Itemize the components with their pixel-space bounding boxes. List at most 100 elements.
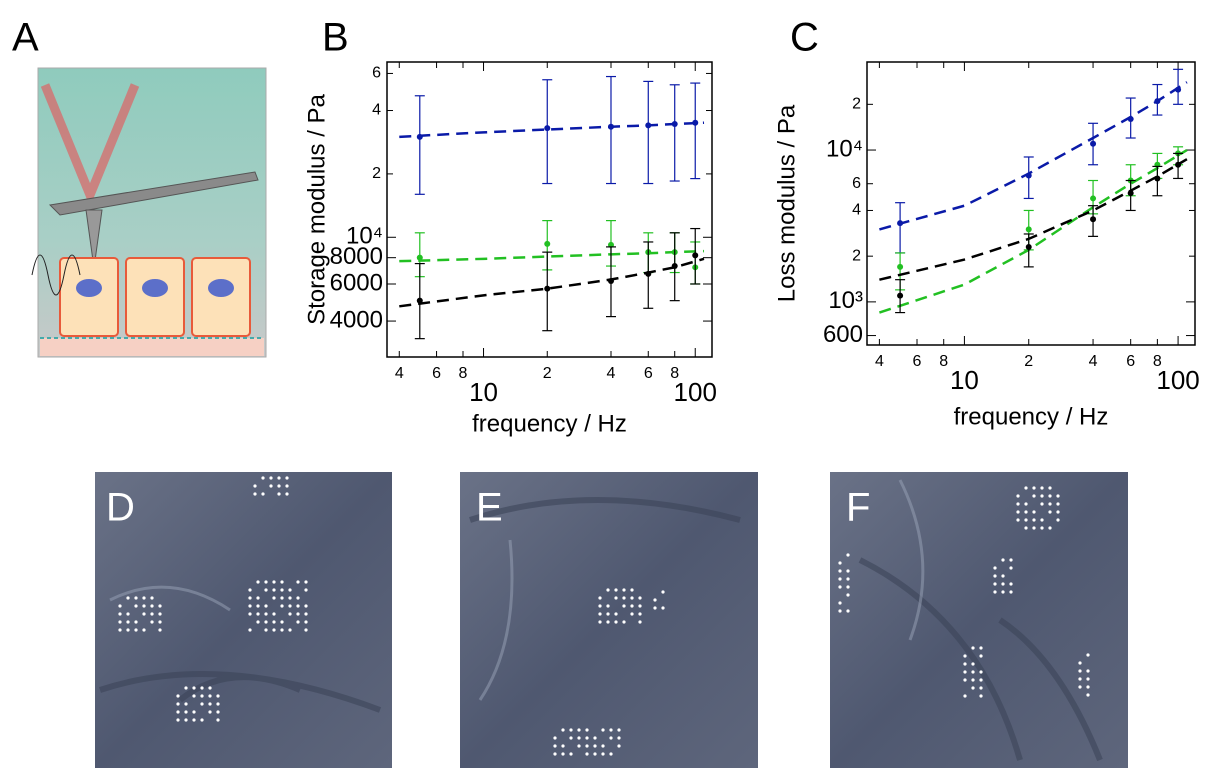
dot [593,744,597,748]
dot [280,588,284,592]
dot [585,736,589,740]
dot [622,620,626,624]
plot-frame [386,61,713,358]
dot [979,694,983,698]
dot [280,596,284,600]
dot [184,710,188,714]
dot [1048,502,1052,506]
data-point [897,292,904,299]
dot [606,620,610,624]
dot [158,604,162,608]
dot [256,580,260,584]
dot [216,702,220,706]
dot [142,596,146,600]
dot [838,601,842,605]
dot [609,752,613,756]
dot [585,752,589,756]
dot [277,492,281,496]
dot [979,678,983,682]
dot [1024,486,1028,490]
dot [261,476,265,480]
panel-label: E [476,486,503,530]
dot [126,596,130,600]
y-tick-label: 10³ [828,287,863,314]
dot [1032,486,1036,490]
panel-labels: A B C D E F [12,16,870,530]
dot [142,604,146,608]
dot [1086,693,1090,697]
dot [248,588,252,592]
data-point [1090,216,1097,223]
dot [614,588,618,592]
dot [256,604,260,608]
data-point [1154,175,1161,182]
dot [979,686,983,690]
dot [593,736,597,740]
data-point [897,263,904,270]
dot [1078,661,1082,665]
x-tick-label: 4 [875,353,884,370]
dot [1040,526,1044,530]
dot [269,476,273,480]
data-point [1025,243,1032,250]
dot [979,654,983,658]
dot [277,484,281,488]
dot [304,612,308,616]
dot [288,628,292,632]
dot [846,569,850,573]
dot [304,620,308,624]
dot [118,612,122,616]
dot [1048,510,1052,514]
x-tick-label: 6 [432,365,441,382]
dot [272,588,276,592]
dot [1086,685,1090,689]
dot [1048,494,1052,498]
dot [1040,486,1044,490]
dot [248,612,252,616]
y-tick-label: 6000 [330,269,383,296]
dot [158,612,162,616]
dot [993,566,997,570]
x-tick-label: 4 [1089,353,1098,370]
dot [993,574,997,578]
panel-label: C [790,16,819,60]
dot [134,620,138,624]
dot [1009,582,1013,586]
data-point [1127,116,1134,123]
dot [248,628,252,632]
dot [971,662,975,666]
dot [288,596,292,600]
dot [963,654,967,658]
data-point [645,270,652,277]
dot [963,694,967,698]
data-point [1127,190,1134,197]
dot [838,561,842,565]
dot [192,694,196,698]
afm-illustration [31,67,267,358]
dot [838,585,842,589]
dot [846,609,850,613]
dot [1032,494,1036,498]
dot [150,620,154,624]
dot [277,476,281,480]
dot [1040,518,1044,522]
dot [622,588,626,592]
dot [304,588,308,592]
dot [1024,502,1028,506]
dot [264,588,268,592]
dot [176,702,180,706]
dot [577,728,581,732]
dot [304,604,308,608]
y-tick-label: 6 [372,65,381,82]
x-tick-label: 8 [670,365,679,382]
data-point [671,263,678,270]
dot [200,694,204,698]
dot [285,476,289,480]
y-tick-label: 2 [852,247,861,264]
dot [1001,590,1005,594]
dot [1078,669,1082,673]
y-tick-label: 2 [372,165,381,182]
dot [296,620,300,624]
dot [184,718,188,722]
dot [993,590,997,594]
